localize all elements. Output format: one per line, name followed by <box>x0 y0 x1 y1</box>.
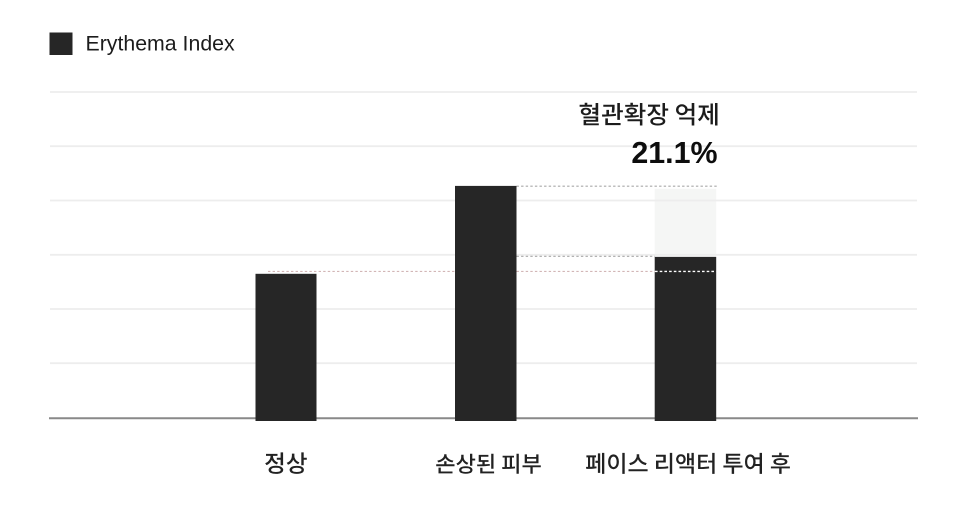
svg-text:Erythema Index: Erythema Index <box>86 32 236 56</box>
svg-text:21.1%: 21.1% <box>631 136 717 170</box>
